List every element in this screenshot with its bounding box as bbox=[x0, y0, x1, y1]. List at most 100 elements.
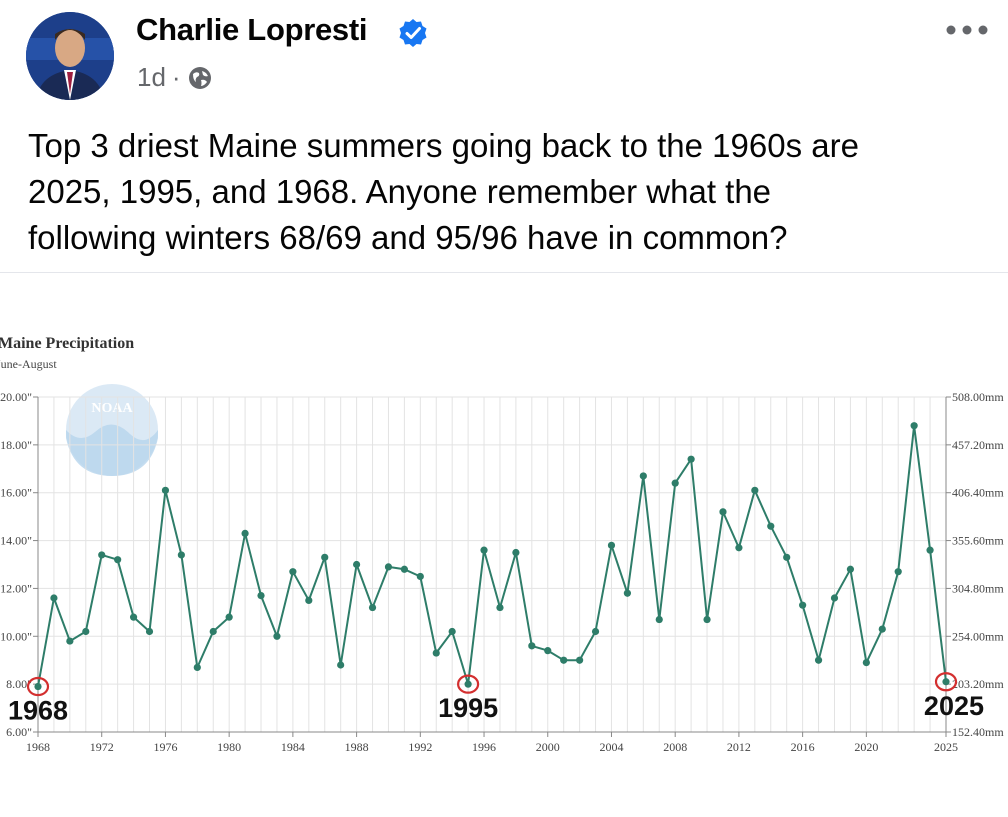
highlight-year-label: 1968 bbox=[8, 696, 68, 726]
y-tick-label-right: 355.60mm bbox=[952, 534, 1004, 548]
data-point bbox=[671, 479, 679, 487]
data-point bbox=[177, 551, 185, 559]
data-point bbox=[448, 627, 456, 636]
x-tick-label: 2016 bbox=[791, 740, 815, 754]
chart-subtitle: June-August bbox=[0, 357, 57, 371]
x-tick-label: 2000 bbox=[536, 740, 560, 754]
data-point bbox=[337, 661, 345, 669]
chart-highlight-labels: 1968 1995 2025 bbox=[8, 672, 984, 726]
data-point bbox=[910, 422, 918, 430]
data-point bbox=[942, 678, 950, 686]
data-point bbox=[129, 613, 138, 621]
y-tick-label-left: 6.00" bbox=[6, 725, 32, 739]
data-point bbox=[50, 594, 58, 602]
y-tick-label-left: 14.00" bbox=[0, 534, 32, 548]
data-point bbox=[799, 601, 807, 609]
y-tick-label-right: 203.20mm bbox=[952, 677, 1004, 691]
data-point bbox=[496, 603, 504, 612]
data-point bbox=[98, 551, 106, 559]
data-point bbox=[735, 544, 743, 552]
chart-grid bbox=[37, 396, 947, 733]
data-point bbox=[623, 589, 632, 597]
data-point bbox=[209, 627, 217, 636]
data-point bbox=[82, 627, 90, 636]
data-point bbox=[161, 486, 170, 494]
y-tick-label-right: 406.40mm bbox=[952, 486, 1004, 500]
data-point bbox=[560, 656, 568, 664]
x-tick-label: 2020 bbox=[854, 740, 878, 754]
data-point bbox=[846, 565, 855, 573]
x-tick-label: 2012 bbox=[727, 740, 751, 754]
data-point bbox=[193, 663, 201, 671]
data-point bbox=[703, 615, 711, 624]
x-tick-label: 2025 bbox=[934, 740, 958, 754]
data-point bbox=[321, 553, 329, 561]
data-point bbox=[384, 563, 393, 571]
data-point bbox=[655, 615, 663, 624]
data-point bbox=[894, 568, 902, 576]
series-line bbox=[37, 424, 947, 687]
data-point bbox=[273, 632, 281, 640]
y-tick-label-left: 16.00" bbox=[0, 486, 32, 500]
author-avatar[interactable] bbox=[26, 12, 114, 100]
x-tick-label: 2008 bbox=[663, 740, 687, 754]
highlight-year-label: 2025 bbox=[924, 691, 984, 721]
data-point bbox=[241, 529, 249, 537]
y-tick-label-left: 8.00" bbox=[6, 677, 32, 691]
y-tick-label-right: 254.00mm bbox=[952, 629, 1004, 643]
author-name[interactable]: Charlie Lopresti bbox=[136, 12, 368, 47]
data-point bbox=[576, 656, 584, 664]
data-point bbox=[225, 613, 233, 621]
more-options-icon[interactable] bbox=[944, 20, 990, 40]
post-text-line: Top 3 driest Maine summers going back to… bbox=[28, 127, 859, 164]
post-text-line: following winters 68/69 and 95/96 have i… bbox=[28, 219, 788, 256]
x-tick-label: 1976 bbox=[153, 740, 177, 754]
y-tick-label-left: 12.00" bbox=[0, 581, 32, 595]
meta-separator: · bbox=[171, 62, 181, 92]
data-point bbox=[66, 637, 74, 645]
y-tick-label-left: 10.00" bbox=[0, 629, 32, 643]
data-point bbox=[830, 594, 839, 602]
data-point bbox=[114, 556, 122, 564]
data-point bbox=[305, 596, 313, 604]
data-point bbox=[34, 682, 42, 691]
data-point bbox=[352, 560, 361, 569]
data-point bbox=[480, 546, 488, 554]
x-tick-label: 1996 bbox=[472, 740, 496, 754]
data-point bbox=[145, 627, 154, 636]
data-point bbox=[591, 627, 600, 636]
post-time[interactable]: 1d bbox=[137, 62, 166, 92]
highlight-circle bbox=[26, 676, 50, 697]
y-tick-label-right: 152.40mm bbox=[952, 725, 1004, 739]
highlight-circle bbox=[457, 674, 480, 694]
data-point bbox=[926, 546, 934, 554]
data-point bbox=[767, 522, 775, 530]
y-tick-label-right: 457.20mm bbox=[952, 438, 1004, 452]
data-point bbox=[607, 541, 616, 549]
data-point bbox=[544, 647, 552, 655]
y-tick-label-left: 18.00" bbox=[0, 438, 32, 452]
y-tick-label-right: 508.00mm bbox=[952, 390, 1004, 404]
post-header: Charlie Lopresti 1d · bbox=[0, 0, 1008, 120]
y-tick-label-left: 20.00" bbox=[0, 390, 32, 404]
data-point bbox=[783, 553, 791, 561]
data-point bbox=[719, 508, 727, 516]
chart-axes: 6.00" 152.40mm 8.00" 203.20mm 10.00" 254.00mm… bbox=[0, 390, 1004, 754]
x-tick-label: 1980 bbox=[217, 740, 241, 754]
post-text: Top 3 driest Maine summers going back to… bbox=[28, 123, 988, 261]
data-point bbox=[512, 548, 520, 557]
data-point bbox=[687, 455, 695, 463]
data-point bbox=[878, 625, 886, 633]
data-point bbox=[400, 565, 408, 573]
globe-icon[interactable] bbox=[187, 65, 213, 91]
data-point bbox=[751, 486, 759, 494]
noaa-logo: NOAA bbox=[66, 384, 158, 476]
x-tick-label: 1988 bbox=[345, 740, 369, 754]
data-point bbox=[639, 472, 647, 480]
watermark-label: NOAA bbox=[91, 401, 133, 416]
data-point bbox=[814, 656, 823, 664]
highlight-year-label: 1995 bbox=[438, 693, 498, 723]
divider bbox=[0, 272, 1008, 273]
precipitation-chart[interactable]: NOAA Maine Precipitation June-August 6.0… bbox=[0, 320, 1008, 760]
x-tick-label: 1984 bbox=[281, 740, 305, 754]
